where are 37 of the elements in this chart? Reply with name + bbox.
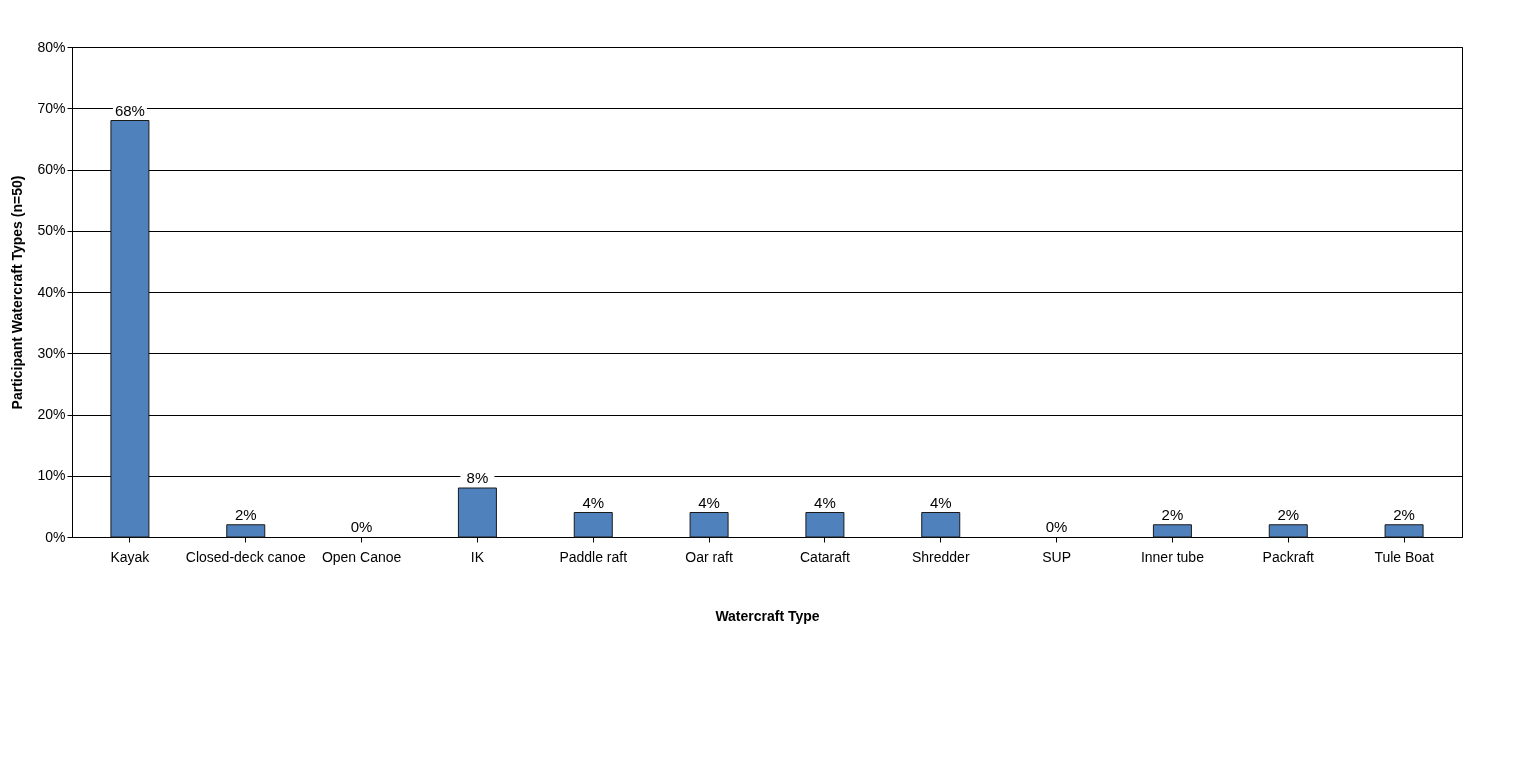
x-tick-label: Open Canoe <box>321 548 402 565</box>
x-tick-label: IK <box>470 548 485 565</box>
y-tick-label: 70% <box>37 99 66 116</box>
y-tick-label: 60% <box>37 161 66 177</box>
y-tick-label: 10% <box>37 467 66 484</box>
x-tick-label: Closed-deck canoe <box>185 548 306 565</box>
data-label: 4% <box>698 493 720 511</box>
bar <box>457 487 497 538</box>
data-label: 2% <box>1161 505 1184 523</box>
x-tick-label: Shredder <box>911 548 970 565</box>
x-tick-label: Tule Boat <box>1374 548 1434 565</box>
y-tick-label: 20% <box>37 406 66 422</box>
data-label: 68% <box>114 101 145 119</box>
data-label: 8% <box>466 469 489 486</box>
data-label: 0% <box>350 518 373 535</box>
y-tick-label: 30% <box>37 344 66 361</box>
y-tick-label: 0% <box>45 528 66 545</box>
data-label: 4% <box>814 493 836 511</box>
data-label: 2% <box>1393 505 1415 523</box>
data-label: 2% <box>234 505 257 523</box>
x-tick-label: Inner tube <box>1140 548 1205 565</box>
data-label: 4% <box>929 493 952 511</box>
data-label: 2% <box>1277 505 1300 523</box>
y-tick-label: 50% <box>37 222 66 239</box>
data-label: 0% <box>1045 518 1068 535</box>
x-tick-label: Oar raft <box>685 548 733 565</box>
y-axis-title: Participant Watercraft Types (n=50) <box>9 175 26 410</box>
x-tick-label: Kayak <box>110 548 151 565</box>
x-tick-label: SUP <box>1042 548 1071 565</box>
data-label: 4% <box>582 493 605 511</box>
x-tick-label: Cataraft <box>800 548 850 565</box>
y-tick-label: 40% <box>37 283 66 300</box>
x-axis-title: Watercraft Type <box>715 607 820 624</box>
y-tick-label: 80% <box>37 38 66 55</box>
x-tick-label: Packraft <box>1262 548 1315 565</box>
bar <box>110 120 150 538</box>
x-tick-label: Paddle raft <box>559 548 628 565</box>
